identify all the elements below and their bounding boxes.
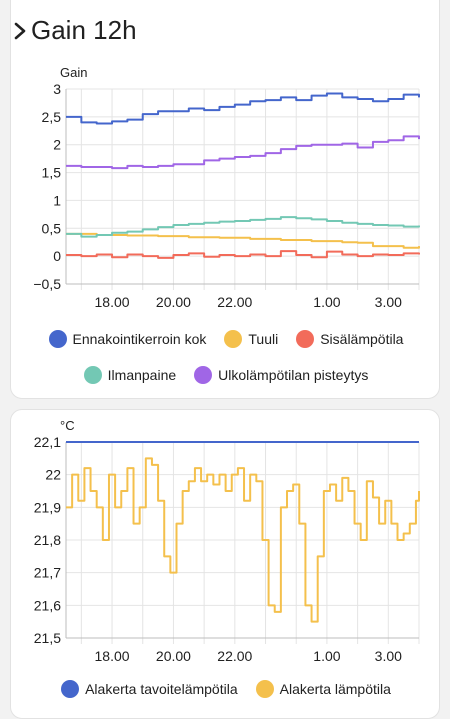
- legend-item[interactable]: Sisälämpötila: [296, 328, 403, 350]
- legend-swatch: [255, 680, 274, 698]
- x-tick-label: 3.00: [375, 648, 402, 664]
- temperature-card: 22,1 22 21,9 21,8 21,7 21,6 21,5 18.00 20.00 22.0…: [10, 409, 440, 719]
- y-axis-label: °C: [60, 418, 75, 433]
- y-tick-label: −0,5: [33, 276, 61, 292]
- y-tick-label: 3: [53, 81, 61, 97]
- legend-item[interactable]: Tuuli: [224, 328, 278, 350]
- legend-label: Ulkolämpötilan pisteytys: [218, 367, 369, 383]
- card-title: Gain 12h: [31, 15, 137, 45]
- y-tick-label: 2,5: [42, 109, 62, 125]
- y-tick-label: 21,8: [34, 532, 61, 548]
- legend-row: Ennakointikerroin kok Tuuli Sisälämpötila: [11, 328, 441, 350]
- legend-label: Ilmanpaine: [107, 367, 177, 383]
- series-line-1[interactable]: [66, 232, 420, 249]
- legend-item[interactable]: Alakerta tavoitelämpötila: [61, 678, 238, 700]
- legend-item[interactable]: Ennakointikerroin kok: [48, 328, 207, 350]
- y-axis-label: Gain: [60, 65, 87, 80]
- series-line-3[interactable]: [66, 216, 420, 238]
- legend-label: Alakerta lämpötila: [279, 681, 391, 697]
- y-tick-label: 21,6: [34, 597, 61, 613]
- x-tick-label: 18.00: [95, 648, 130, 664]
- temperature-chart: 22,1 22 21,9 21,8 21,7 21,6 21,5 18.00 20.00 22.0…: [34, 418, 420, 664]
- chevron-right-icon[interactable]: [11, 21, 29, 41]
- legend-swatch: [48, 330, 67, 348]
- x-tick-label: 20.00: [156, 648, 191, 664]
- y-tick-label: 2: [53, 137, 61, 153]
- legend-label: Alakerta tavoitelämpötila: [85, 681, 238, 697]
- x-tick-label: 22.00: [217, 294, 252, 310]
- legend-label: Sisälämpötila: [320, 331, 404, 347]
- legend-swatch: [296, 330, 315, 348]
- legend-swatch: [61, 680, 80, 698]
- series-line-1[interactable]: [66, 457, 420, 623]
- legend-item[interactable]: Ilmanpaine: [83, 364, 177, 386]
- gain-chart: 3 2,5 2 1,5 1 0,5 0 −0,5 18.00 20.00 22.00 1.00 3.00…: [33, 65, 420, 310]
- x-tick-label: 1.00: [313, 648, 340, 664]
- x-tick-label: 1.00: [313, 294, 340, 310]
- x-tick-label: 22.00: [217, 648, 252, 664]
- y-tick-label: 0: [53, 248, 61, 264]
- legend-item[interactable]: Ulkolämpötilan pisteytys: [194, 364, 368, 386]
- x-tick-label: 20.00: [156, 294, 191, 310]
- legend-swatch: [224, 330, 243, 348]
- series-line-4[interactable]: [66, 135, 420, 170]
- gain-card: Gain 12h 3 2,5 2 1,5 1 0,5 0 −0,5 18.00 20.00 22.0…: [10, 0, 440, 399]
- y-tick-label: 0,5: [42, 220, 62, 236]
- y-tick-label: 1,5: [42, 165, 62, 181]
- y-tick-label: 1: [53, 192, 61, 208]
- series-line-2[interactable]: [66, 250, 420, 259]
- legend-label: Ennakointikerroin kok: [72, 331, 207, 347]
- gain-chart-legend: Ennakointikerroin kok Tuuli Sisälämpötila I…: [11, 328, 441, 400]
- legend-item[interactable]: Alakerta lämpötila: [255, 678, 391, 700]
- x-tick-label: 3.00: [375, 294, 402, 310]
- y-tick-label: 22: [45, 467, 61, 483]
- legend-label: Tuuli: [248, 331, 279, 347]
- temperature-chart-legend: Alakerta tavoitelämpötila Alakerta lämpöt…: [11, 678, 441, 714]
- y-tick-label: 21,5: [34, 630, 61, 646]
- x-tick-label: 18.00: [95, 294, 130, 310]
- legend-row: Alakerta tavoitelämpötila Alakerta lämpöt…: [11, 678, 441, 700]
- y-tick-label: 22,1: [34, 434, 61, 450]
- legend-swatch: [83, 366, 102, 384]
- series-line-0[interactable]: [66, 92, 420, 125]
- legend-swatch: [194, 366, 213, 384]
- legend-row: Ilmanpaine Ulkolämpötilan pisteytys: [11, 364, 441, 386]
- y-tick-label: 21,7: [34, 565, 61, 581]
- y-tick-label: 21,9: [34, 499, 61, 515]
